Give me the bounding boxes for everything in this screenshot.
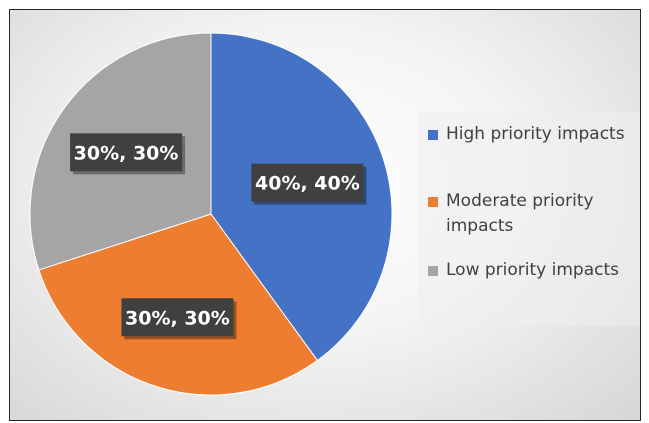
legend-swatch-moderate [428,197,438,207]
svg-text:30%, 30%: 30%, 30% [125,307,230,329]
data-label-moderate: 30%, 30% [121,298,237,340]
legend-swatch-low [428,266,438,276]
chart-area: 40%, 40% 30%, 30% 30%, 30% High priority i… [9,9,641,421]
legend-label-moderate: Moderate priority impacts [446,191,594,236]
pie-chart: 40%, 40% 30%, 30% 30%, 30% [29,32,393,396]
legend-label-low: Low priority impacts [446,260,619,280]
legend-item-low: Low priority impacts [428,258,649,283]
legend-label-high: High priority impacts [446,124,625,144]
svg-text:40%, 40%: 40%, 40% [255,173,360,195]
legend-item-high: High priority impacts [428,122,649,147]
legend: High priority impacts Moderate priority … [418,112,640,326]
legend-swatch-high [428,130,438,140]
legend-item-moderate: Moderate priority impacts [428,189,649,239]
data-label-high: 40%, 40% [251,163,367,205]
svg-text:30%, 30%: 30%, 30% [74,142,179,164]
data-label-low: 30%, 30% [70,133,186,175]
